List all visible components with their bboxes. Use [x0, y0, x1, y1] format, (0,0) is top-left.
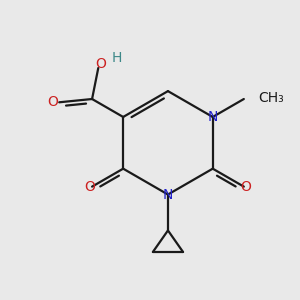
Text: N: N	[163, 188, 173, 202]
Text: N: N	[208, 110, 218, 124]
Text: O: O	[47, 95, 58, 109]
Text: H: H	[112, 51, 122, 65]
Text: O: O	[85, 180, 95, 194]
Text: O: O	[241, 180, 251, 194]
Text: CH₃: CH₃	[258, 91, 284, 105]
Text: O: O	[96, 57, 106, 71]
